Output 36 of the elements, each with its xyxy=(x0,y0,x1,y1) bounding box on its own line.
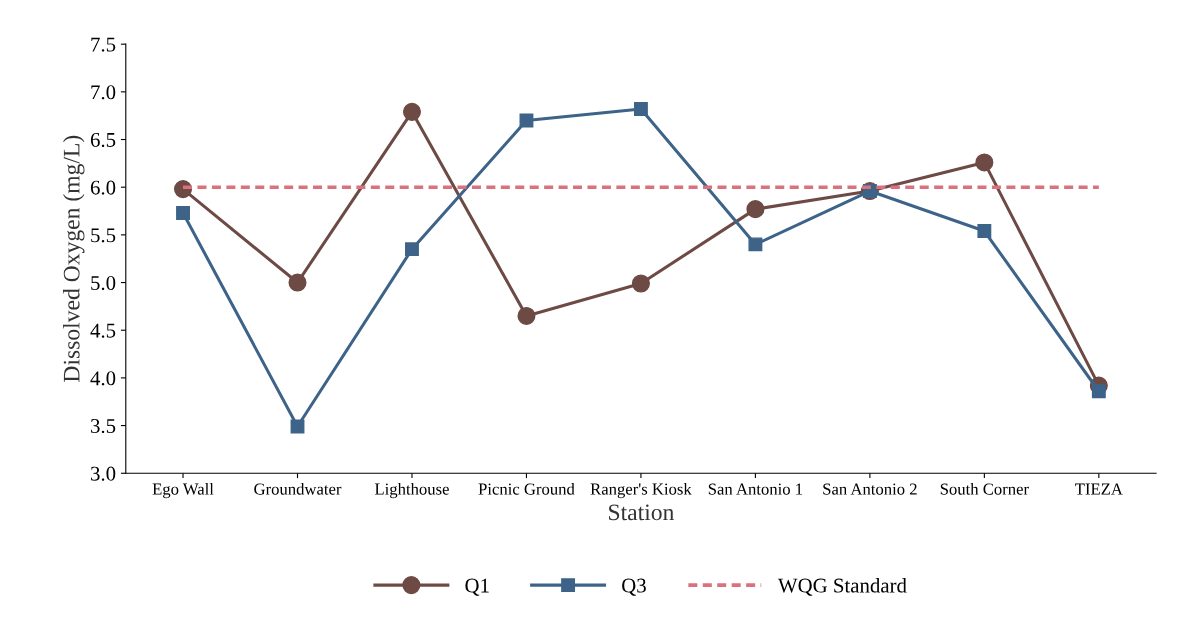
point xyxy=(631,274,650,293)
point xyxy=(517,306,536,325)
x-tick-label: Lighthouse xyxy=(374,482,449,499)
x-tick-label: Picnic Ground xyxy=(478,482,575,495)
x-tick-label: San Antonio 2 xyxy=(823,483,917,495)
point xyxy=(176,205,190,220)
point xyxy=(1091,384,1106,399)
y-tick-label: 7.5 xyxy=(91,37,116,52)
point xyxy=(975,153,994,172)
point xyxy=(405,242,419,257)
y-tick-label: 3.5 xyxy=(91,419,116,434)
x-tick-label: Ego Wall xyxy=(152,482,214,499)
y-tick-label: 4.5 xyxy=(90,323,116,338)
x-axis-title: Station xyxy=(609,504,675,521)
y-axis-title: Dissolved Oxygen (mg/L) xyxy=(62,135,85,382)
legend-label: WQG Standard xyxy=(777,577,907,596)
y-tick-label: 7.0 xyxy=(91,85,116,100)
y-tick-label: 6.5 xyxy=(90,132,116,148)
legend-label: Q3 xyxy=(622,578,646,596)
point xyxy=(288,273,307,292)
y-tick-label: 4.0 xyxy=(90,371,116,386)
x-tick-label: Groundwater xyxy=(254,482,342,495)
x-tick-label: San Antonio 1 xyxy=(708,483,803,495)
point xyxy=(977,224,992,239)
point xyxy=(402,102,422,121)
point xyxy=(748,237,763,252)
point xyxy=(746,200,765,219)
legend-label: Q1 xyxy=(465,578,489,596)
y-tick-label: 5.0 xyxy=(91,275,116,291)
y-tick-label: 6.0 xyxy=(90,180,116,195)
y-tick-label: 5.5 xyxy=(91,228,116,243)
y-tick-label: 3.0 xyxy=(91,466,116,481)
point xyxy=(633,102,648,116)
x-tick-label: TIEZA xyxy=(1075,483,1123,495)
x-tick-label: Ranger's Kiosk xyxy=(590,482,692,499)
x-tick-label: South Corner xyxy=(940,482,1029,495)
